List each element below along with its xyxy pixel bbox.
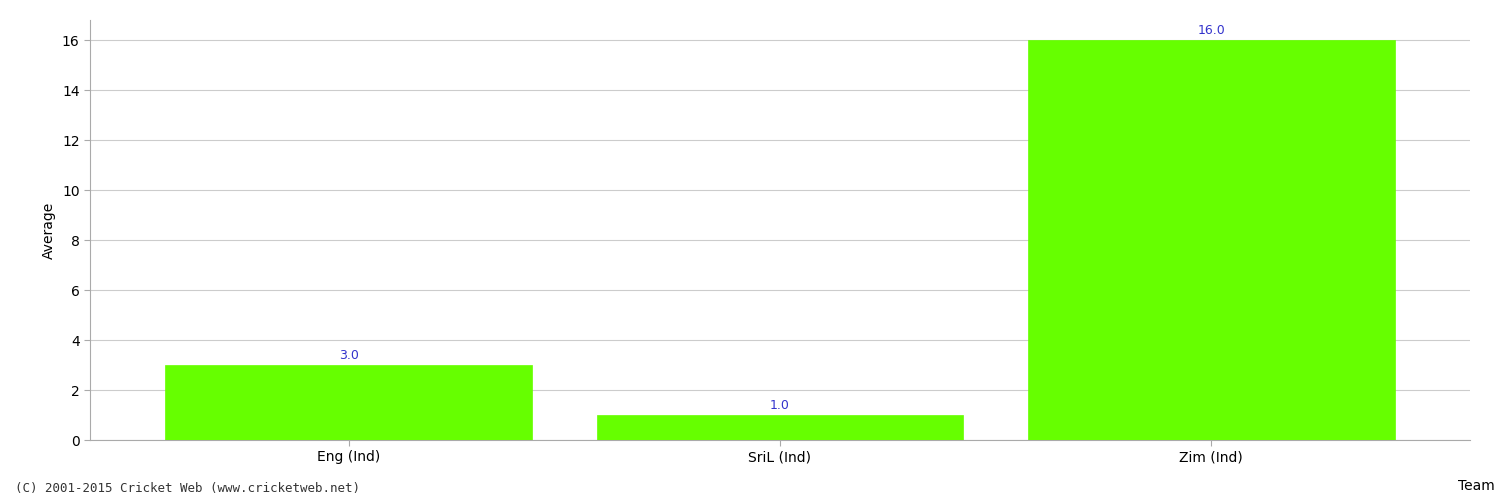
Text: Team: Team: [1458, 479, 1496, 493]
Text: 16.0: 16.0: [1197, 24, 1225, 37]
Bar: [165, 365, 532, 440]
Text: (C) 2001-2015 Cricket Web (www.cricketweb.net): (C) 2001-2015 Cricket Web (www.cricketwe…: [15, 482, 360, 495]
Text: 1.0: 1.0: [770, 399, 790, 412]
Bar: [1028, 40, 1395, 440]
Text: 3.0: 3.0: [339, 349, 358, 362]
Bar: [597, 415, 963, 440]
Y-axis label: Average: Average: [42, 202, 57, 258]
